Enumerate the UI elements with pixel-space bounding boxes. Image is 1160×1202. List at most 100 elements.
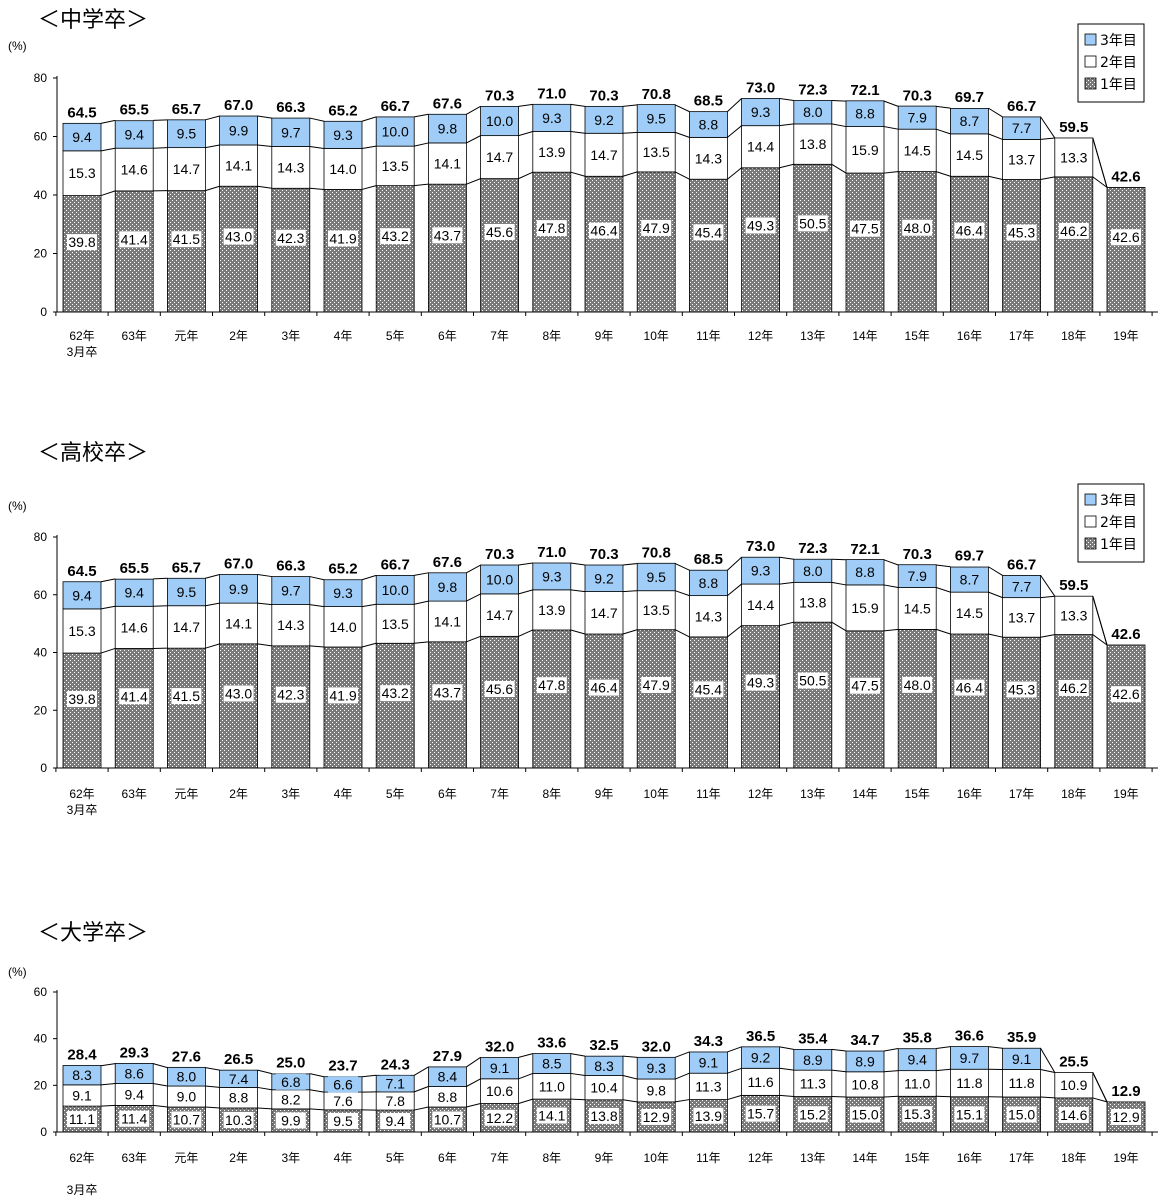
boundary-connector-line: [205, 1067, 220, 1071]
data-label-bg: [275, 124, 306, 141]
stacked-bar-chart-junior-high: (%) 0 20 40 60 80 39.8 15.3 9.4 41.4 14.6 9.4 41.5 14…: [8, 23, 1158, 359]
total-label: 36.5: [746, 1028, 775, 1045]
data-label-bg: [589, 604, 619, 621]
data-label-bg: [171, 125, 202, 142]
data-label-year2: 14.4: [747, 139, 774, 155]
total-label: 70.3: [485, 87, 514, 104]
data-label-year3: 9.2: [594, 112, 614, 128]
data-label-year3: 8.3: [594, 1058, 614, 1074]
data-label-bg: [745, 1105, 776, 1122]
data-label-year3: 9.3: [646, 1060, 666, 1076]
x-tick-label: 10年: [644, 787, 669, 801]
total-label: 66.7: [381, 98, 410, 115]
data-label-bg: [328, 230, 358, 247]
data-label-year3: 7.9: [907, 110, 927, 126]
data-label-bg: [641, 219, 672, 236]
boundary-connector-line: [779, 556, 794, 560]
data-label-year3: 8.6: [124, 1065, 144, 1081]
data-label-year3: 9.7: [960, 1050, 980, 1066]
x-tick-label: 63年: [122, 787, 147, 801]
data-label-bg: [223, 1070, 254, 1087]
bar-segment-year1: [1106, 644, 1146, 769]
x-tick-label: 13年: [800, 1151, 825, 1165]
boundary-connector-line: [100, 647, 116, 654]
bar-segment-year1: [219, 185, 259, 313]
data-label-year3: 9.8: [438, 121, 458, 137]
total-label: 66.3: [276, 558, 305, 575]
boundary-connector-line: [309, 576, 325, 581]
data-label-bg: [745, 217, 776, 234]
data-label-year1: 10.7: [434, 1112, 461, 1128]
data-label-bg: [693, 1078, 724, 1095]
boundary-connector-line: [361, 642, 377, 648]
data-label-bg: [171, 584, 202, 601]
boundary-connector-line: [674, 563, 690, 571]
boundary-connector-line: [466, 1078, 481, 1087]
bar-segment-year1: [584, 175, 624, 313]
x-tick-label: 18年: [1061, 1151, 1086, 1165]
x-tick-label: 8年: [542, 1151, 561, 1165]
data-label-bg: [641, 110, 672, 127]
total-label: 72.1: [850, 541, 879, 558]
data-label-bg: [1111, 1108, 1141, 1125]
y-tick-label: 20: [34, 1078, 48, 1092]
boundary-connector-line: [361, 185, 377, 190]
total-label: 66.7: [1007, 98, 1036, 115]
data-label-bg: [275, 229, 306, 246]
data-label-bg: [328, 687, 358, 704]
y-axis-label: (%): [8, 499, 27, 513]
boundary-connector-line: [936, 171, 951, 177]
data-label-bg: [797, 1106, 828, 1123]
boundary-connector-line: [831, 1048, 847, 1052]
data-label-bg: [745, 674, 776, 691]
data-label-year2: 14.6: [121, 162, 148, 178]
data-label-year2: 15.9: [851, 142, 878, 158]
boundary-connector-line: [779, 97, 794, 102]
data-label-bg: [328, 1112, 358, 1129]
data-label-year1: 41.9: [329, 687, 356, 703]
boundary-connector-line: [883, 584, 899, 589]
boundary-connector-line: [153, 119, 168, 121]
data-label-year3: 9.5: [177, 584, 197, 600]
total-label: 70.3: [903, 87, 932, 104]
x-tick-label: 2年: [229, 787, 248, 801]
data-label-year1: 42.6: [1112, 686, 1139, 702]
total-label: 27.6: [172, 1049, 201, 1066]
boundary-connector-line: [936, 564, 951, 568]
total-label: 69.7: [955, 548, 984, 565]
data-label-year1: 46.4: [590, 223, 617, 239]
total-label: 66.7: [1007, 556, 1036, 573]
y-tick-label: 20: [34, 703, 48, 717]
x-tick-label: 11年: [696, 787, 720, 801]
x-tick-label: 9年: [595, 1151, 614, 1165]
data-label-year3: 9.4: [124, 585, 144, 601]
data-label-year2: 14.7: [590, 147, 617, 163]
total-label: 73.0: [746, 79, 775, 96]
bar-segment-year1: [114, 190, 154, 313]
boundary-connector-line: [100, 119, 116, 124]
boundary-connector-line: [988, 591, 1003, 599]
data-label-year2: 11.8: [956, 1075, 982, 1091]
boundary-connector-line: [100, 1063, 116, 1067]
total-label: 71.0: [537, 544, 566, 561]
data-label-year2: 8.2: [281, 1091, 301, 1107]
data-label-year1: 15.7: [747, 1106, 774, 1122]
bar-segment-year1: [689, 178, 728, 313]
boundary-connector-line: [779, 1094, 794, 1098]
bar-segment-year1: [62, 652, 102, 769]
x-tick-sublabel: 3月卒: [67, 803, 98, 817]
boundary-connector-line: [518, 1098, 533, 1105]
x-tick-label: 13年: [800, 787, 825, 801]
boundary-connector-line: [466, 1103, 481, 1108]
x-tick-label: 10年: [644, 1151, 669, 1165]
data-label-bg: [902, 109, 933, 126]
data-label-year3: 9.4: [72, 587, 92, 603]
x-tick-label: 4年: [334, 787, 353, 801]
boundary-connector-line: [622, 1099, 638, 1103]
boundary-connector-line: [205, 574, 220, 579]
data-label-year1: 9.4: [385, 1113, 405, 1129]
bar-segment-year1: [950, 175, 989, 313]
boundary-connector-line: [518, 1072, 533, 1080]
x-tick-label: 2年: [229, 1151, 248, 1165]
boundary-connector-line: [675, 1072, 690, 1080]
